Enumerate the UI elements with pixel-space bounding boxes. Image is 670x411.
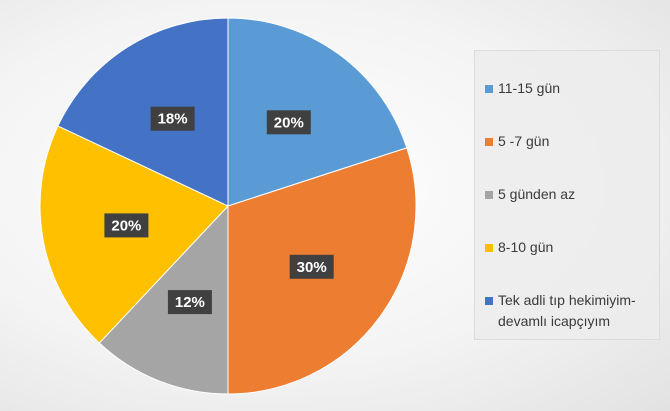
pie-slice-tek-adli-t-p-hekimiyim-devaml-icap-y-m [57, 17, 229, 207]
legend-label-11-15-gun: 11-15 gün [498, 80, 561, 96]
data-label-5-g-nden-az: 12% [167, 290, 212, 315]
legend-item-5-7-gun: 5 -7 gün [485, 131, 658, 152]
data-label-box [167, 290, 212, 315]
data-label-box [289, 254, 334, 279]
legend-swatch-tek-adli-tip [485, 297, 493, 305]
chart-legend: 11-15 gün 5 -7 gün 5 günden az 8-10 gün … [474, 50, 660, 340]
data-label-5-7-g-n: 30% [289, 254, 334, 279]
data-label-text: 20% [111, 217, 141, 234]
legend-swatch-5-7-gun [485, 138, 493, 146]
legend-label-tek-adli-tip: Tek adli tıp hekimiyim- devamlı icapçıyı… [498, 292, 636, 329]
data-label-text: 30% [297, 259, 327, 276]
legend-swatch-11-15-gun [485, 85, 493, 93]
data-label-tek-adli-t-p-hekimiyim-devaml-icap-y-m: 18% [150, 106, 195, 131]
legend-label-5-7-gun: 5 -7 gün [498, 133, 550, 149]
pie-data-labels: 20% 30% 12% 20% 18% [104, 106, 334, 315]
pie-slice-11-15-g-n [227, 17, 408, 207]
legend-item-tek-adli-tip: Tek adli tıp hekimiyim- devamlı icapçıyı… [485, 290, 658, 332]
data-label-11-15-g-n: 20% [266, 110, 311, 135]
pie-slice-5-g-nden-az [98, 204, 229, 395]
data-label-8-10-g-n: 20% [104, 213, 149, 238]
legend-label-8-10-gun: 8-10 gün [498, 239, 554, 255]
legend-item-5-gunden-az: 5 günden az [485, 184, 658, 205]
data-label-box [150, 106, 195, 131]
data-label-box [104, 213, 149, 238]
pie-slices [39, 17, 417, 395]
legend-label-5-gunden-az: 5 günden az [498, 186, 576, 202]
legend-swatch-8-10-gun [485, 244, 493, 252]
data-label-text: 20% [274, 114, 304, 131]
data-label-box [266, 110, 311, 135]
legend-swatch-5-gunden-az [485, 191, 493, 199]
legend-item-8-10-gun: 8-10 gün [485, 237, 658, 258]
data-label-text: 18% [158, 111, 188, 128]
legend-item-11-15-gun: 11-15 gün [485, 78, 658, 99]
data-label-text: 12% [175, 294, 205, 311]
